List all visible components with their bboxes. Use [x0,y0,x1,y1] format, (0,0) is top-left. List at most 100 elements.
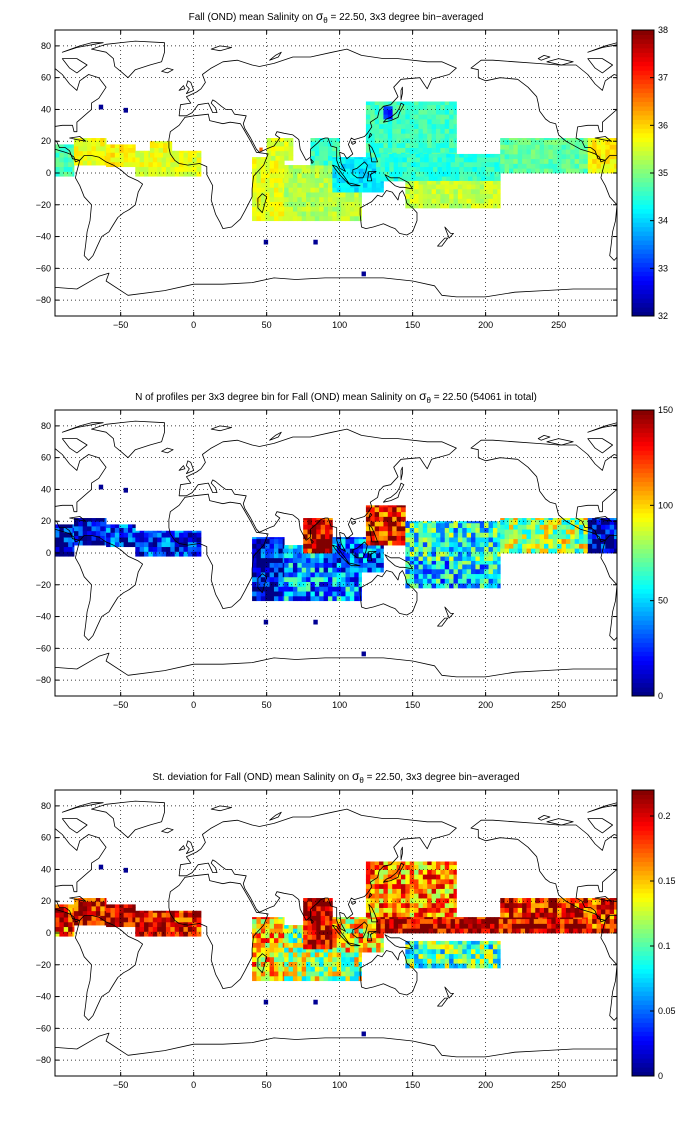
data-cell [63,551,69,557]
data-cell [260,201,266,207]
data-cell [609,158,615,164]
data-cell [303,538,308,544]
data-cell [284,548,289,554]
data-cell [282,591,285,597]
data-cell [384,918,390,924]
data-cell [345,918,351,924]
data-cell [349,586,355,592]
data-cell [266,155,272,161]
data-cell [418,521,424,524]
data-cell [323,145,329,152]
data-cell [409,532,415,538]
data-cell [161,166,167,172]
data-cell [256,538,262,544]
data-cell [444,948,450,955]
data-cell [435,193,441,199]
data-cell [100,915,106,921]
data-cell [418,902,424,908]
data-cell [492,944,498,950]
data-cell [422,184,428,190]
coastline-segment [368,524,378,543]
data-cell [341,975,346,982]
data-cell [358,173,364,179]
data-cell [405,861,411,866]
data-cell [161,910,167,913]
data-cell [574,902,580,908]
data-cell [592,163,597,169]
data-cell [440,546,446,552]
data-cell [311,529,317,535]
data-cell [301,562,307,568]
data-cell [492,560,498,565]
data-cell [444,180,450,185]
data-cell [349,196,355,202]
data-cell [383,123,389,129]
data-cell [530,533,536,540]
data-cell [82,150,88,156]
colorbar-step [632,92,654,98]
data-cell [123,867,128,873]
data-cell [332,917,338,920]
data-cell [415,928,421,934]
data-cell [306,952,311,958]
data-cell [303,901,308,907]
data-cell [405,864,411,870]
data-cell [437,923,443,929]
data-cell [265,595,270,602]
data-cell [319,145,324,152]
data-cell [444,878,450,885]
data-cell [127,537,133,543]
data-cell [504,912,510,918]
data-cell [104,521,107,527]
data-cell [139,921,145,928]
data-cell [123,541,129,548]
data-cell [583,898,589,904]
data-cell [273,576,279,582]
data-cell [444,551,450,557]
data-cell [384,166,390,172]
data-cell [284,928,289,934]
colorbar-step [632,508,654,514]
colorbar-step [632,794,654,800]
data-cell [278,562,284,568]
data-cell [288,933,294,939]
data-cell [393,161,399,168]
data-cell [323,211,329,217]
data-cell [444,902,450,908]
data-cell [179,150,184,153]
data-cell [196,921,202,928]
data-cell [539,149,545,155]
data-cell [288,595,294,602]
data-cell [579,548,584,554]
data-cell [383,864,389,870]
data-cell [508,902,514,908]
data-cell [379,114,384,120]
data-cell [508,139,514,145]
data-cell [144,152,149,158]
data-cell [365,138,371,144]
data-cell [127,147,133,153]
data-cell [152,157,158,163]
data-cell [271,155,276,161]
data-cell [561,163,567,169]
data-cell [435,944,441,950]
data-cell [471,578,476,584]
data-cell [72,551,75,557]
data-cell [365,535,371,541]
data-cell [256,196,262,202]
data-cell [392,874,397,880]
data-cell [414,521,419,524]
data-cell [579,538,584,544]
data-cell [311,901,317,907]
data-cell [427,104,433,110]
data-cell [278,942,284,948]
x-tick-label: −50 [113,700,128,710]
data-cell [561,519,567,525]
coastline-segment [537,435,551,441]
data-cell [437,153,443,158]
data-cell [565,168,571,174]
data-cell [431,123,437,129]
coastline-segment [69,896,87,902]
data-cell [114,904,120,908]
data-cell [376,917,381,920]
